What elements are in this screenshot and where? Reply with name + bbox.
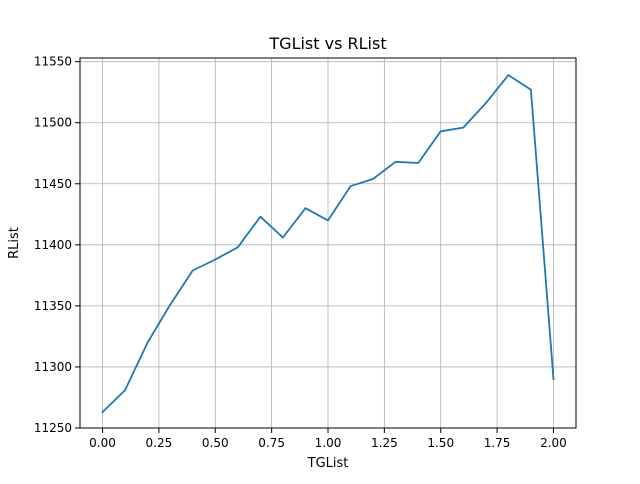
data-point bbox=[259, 215, 262, 218]
data-point bbox=[214, 258, 217, 261]
data-point bbox=[372, 177, 374, 180]
y-tick-label: 11350 bbox=[34, 299, 72, 313]
y-tick-label: 11450 bbox=[34, 177, 72, 191]
data-point bbox=[146, 341, 149, 344]
x-tick-label: 1.50 bbox=[427, 436, 454, 450]
data-point bbox=[394, 160, 397, 163]
data-point bbox=[484, 102, 487, 105]
data-point bbox=[304, 207, 307, 210]
data-point bbox=[101, 411, 104, 414]
x-tick-label: 1.25 bbox=[371, 436, 398, 450]
y-tick-label: 11400 bbox=[34, 238, 72, 252]
y-tick-label: 11300 bbox=[34, 360, 72, 374]
y-tick-label: 11550 bbox=[34, 55, 72, 69]
data-point bbox=[282, 236, 284, 239]
grid-lines bbox=[80, 58, 576, 429]
data-point bbox=[462, 126, 465, 129]
y-tick-label: 11250 bbox=[34, 421, 72, 435]
x-tick-label: 0.50 bbox=[202, 436, 229, 450]
x-tick-label: 0.75 bbox=[258, 436, 285, 450]
data-point bbox=[236, 246, 239, 249]
data-point bbox=[169, 303, 172, 306]
y-axis-label: RList bbox=[7, 227, 22, 259]
series-layer bbox=[101, 74, 555, 414]
y-axis-ticks: 11250 11300 11350 11400 11450 11500 11550 bbox=[34, 55, 80, 435]
data-point bbox=[191, 269, 194, 272]
data-point bbox=[124, 389, 126, 392]
x-axis-label: TGList bbox=[307, 456, 349, 471]
x-tick-label: 1.75 bbox=[484, 436, 511, 450]
x-axis-ticks: 0.00 0.25 0.50 0.75 1.00 1.25 1.50 1.75 2.00 bbox=[89, 428, 567, 450]
x-tick-label: 0.00 bbox=[89, 436, 116, 450]
data-point bbox=[327, 219, 329, 222]
data-point bbox=[439, 130, 442, 133]
x-tick-label: 2.00 bbox=[540, 436, 567, 450]
data-point bbox=[349, 185, 352, 188]
x-tick-label: 0.25 bbox=[146, 436, 173, 450]
data-point bbox=[530, 88, 532, 91]
chart-title: TGList vs RList bbox=[268, 34, 386, 53]
data-point bbox=[507, 74, 510, 76]
y-tick-label: 11500 bbox=[34, 116, 72, 130]
data-point bbox=[417, 162, 420, 164]
data-point bbox=[552, 378, 555, 381]
x-tick-label: 1.00 bbox=[315, 436, 342, 450]
